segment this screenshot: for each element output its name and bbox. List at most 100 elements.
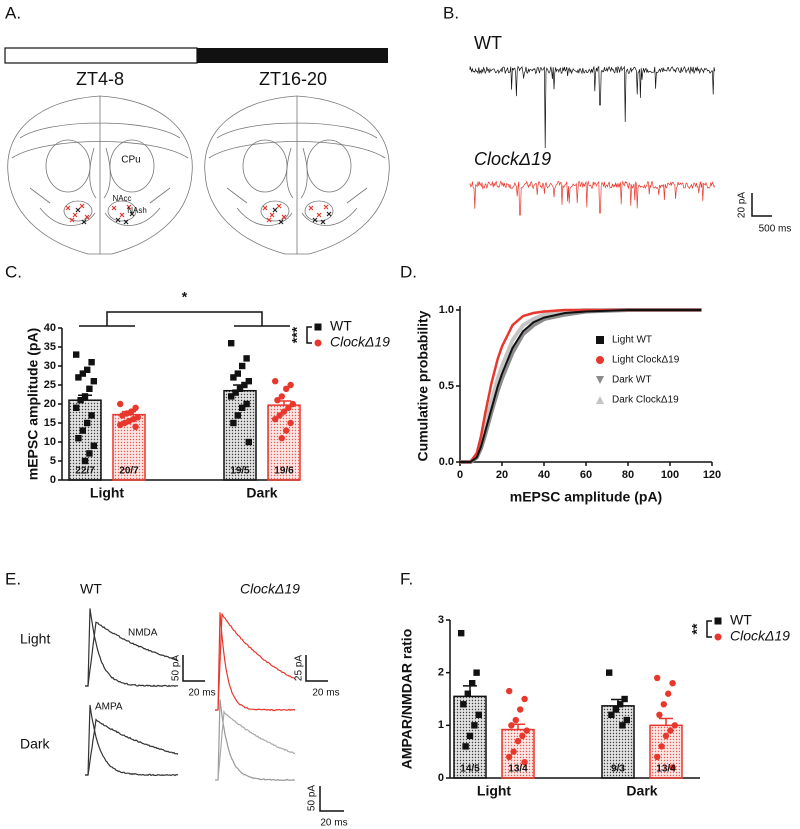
significance-label: ***: [289, 326, 305, 343]
data-point: [662, 732, 670, 740]
condition-label: ZT16-20: [259, 69, 327, 89]
scale-label: 20 pA: [737, 192, 748, 218]
data-point: [88, 359, 95, 366]
data-point: [274, 397, 281, 404]
y-tick-label: 5: [50, 455, 56, 467]
data-point: [619, 722, 626, 729]
condition-label: ZT4-8: [76, 69, 124, 89]
evoked-trace: [85, 718, 179, 776]
data-point: [623, 716, 630, 724]
legend-label: WT: [330, 318, 352, 334]
data-point: [86, 385, 93, 392]
data-point: [230, 374, 237, 381]
cumulative-line: [460, 309, 702, 463]
cumulative-line: [460, 308, 702, 464]
data-point: [667, 727, 674, 734]
recording-trace: [469, 65, 716, 149]
scale-label: 500 ms: [759, 224, 792, 235]
n-label: 9/3: [611, 764, 625, 775]
legend-marker: [314, 323, 322, 331]
x-tick-label: Light: [477, 783, 512, 799]
evoked-trace: [215, 612, 296, 712]
data-point: [521, 695, 528, 703]
data-point: [612, 706, 619, 713]
data-point: [230, 419, 237, 427]
scale-bar: [751, 193, 772, 217]
data-point: [473, 669, 480, 676]
data-point: [519, 732, 526, 740]
legend-label: Light WT: [612, 335, 652, 346]
data-point: [285, 404, 292, 411]
significance-bracket: [306, 326, 312, 344]
data-point: [77, 397, 84, 404]
data-point: [132, 404, 139, 411]
data-point: [466, 732, 474, 740]
data-point: [656, 711, 663, 718]
data-point: [272, 416, 279, 423]
data-point: [278, 435, 285, 442]
evoked-trace: [215, 699, 296, 782]
component-label: AMPA: [95, 702, 123, 713]
data-point: [523, 727, 530, 734]
data-point: [660, 701, 667, 708]
data-point: [234, 412, 241, 419]
region-label: NAcc: [112, 194, 131, 203]
row-label: Dark: [20, 736, 51, 752]
evoked-traces: [85, 608, 296, 782]
y-axis-label: mEPSC amplitude (pA): [25, 328, 41, 480]
y-tick-label: 10: [44, 436, 56, 448]
component-label: NMDA: [128, 628, 158, 639]
x-axis-label: mEPSC amplitude (pA): [510, 489, 662, 505]
data-point: [671, 722, 678, 729]
y-tick-label: 3: [438, 614, 444, 626]
data-point: [654, 674, 661, 682]
row-label: Light: [20, 631, 50, 647]
data-point: [79, 427, 86, 434]
data-point: [617, 701, 624, 708]
n-label: 14/5: [460, 764, 480, 775]
data-point: [132, 423, 139, 430]
data-point: [239, 404, 246, 411]
data-point: [462, 743, 469, 750]
y-tick-label: 0: [438, 772, 444, 784]
data-point: [245, 438, 252, 446]
data-point: [245, 378, 252, 385]
n-label: 19/5: [230, 466, 250, 477]
data-point: [510, 748, 517, 755]
data-point: [669, 764, 676, 771]
data-point: [272, 378, 279, 385]
significance-label: *: [182, 289, 188, 305]
data-point: [276, 412, 283, 419]
legend-label: WT: [730, 612, 752, 628]
data-point: [512, 716, 519, 724]
data-point: [236, 385, 244, 392]
data-point: [90, 442, 97, 449]
panel-label: B.: [443, 3, 459, 22]
data-point: [608, 711, 615, 718]
x-tick-label: 80: [622, 469, 634, 481]
panel-label: D.: [400, 262, 417, 281]
trace-label: WT: [474, 33, 502, 53]
x-tick-label: Dark: [246, 485, 277, 501]
y-axis-label: AMPAR/NMDAR ratio: [399, 629, 415, 770]
y-tick-label: 40: [44, 322, 56, 334]
data-point: [458, 629, 465, 637]
n-label: 19/6: [274, 466, 294, 477]
data-point: [84, 419, 91, 427]
data-point: [287, 419, 294, 427]
data-point: [75, 435, 82, 442]
n-label: 13/4: [656, 764, 676, 775]
n-label: 20/7: [119, 466, 139, 477]
data-point: [289, 400, 296, 408]
significance-bracket: [79, 311, 290, 327]
scale-bar: [182, 655, 205, 682]
legend-label: ClockΔ19: [730, 628, 790, 644]
scale-label: 20 ms: [320, 818, 347, 829]
data-point: [283, 427, 290, 434]
significance-bracket: [706, 620, 712, 638]
y-tick-label: 30: [44, 360, 56, 372]
y-tick-label: 0.5: [439, 380, 454, 392]
legend-label: Dark ClockΔ19: [612, 395, 679, 406]
region-label: CPu: [121, 155, 140, 166]
